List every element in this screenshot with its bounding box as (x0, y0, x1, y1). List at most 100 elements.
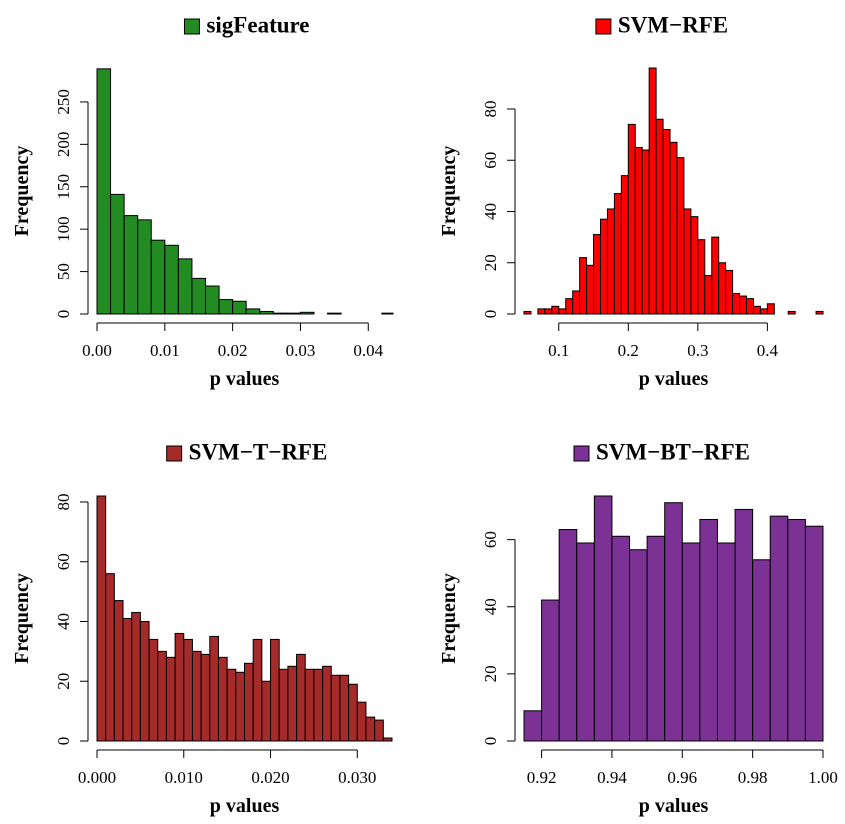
histogram-bar (165, 656, 176, 742)
y-tick-label: 60 (481, 152, 500, 169)
y-tick-label: 80 (54, 493, 73, 510)
y-tick-label: 40 (481, 598, 500, 615)
histogram-bar (732, 293, 741, 315)
y-tick-label: 50 (54, 263, 73, 280)
x-tick-label: 0.010 (165, 768, 203, 787)
histogram-bar (261, 680, 272, 742)
histogram-bar (123, 215, 139, 315)
histogram-bar (815, 310, 824, 315)
histogram-bar (150, 239, 166, 315)
histogram-bar (381, 312, 394, 315)
y-tick-label: 0 (481, 737, 500, 746)
y-tick-label: 0 (481, 310, 500, 319)
chart-title: SVM−T−RFE (166, 439, 327, 464)
x-tick-label: 0.3 (687, 341, 708, 360)
histogram-bar (787, 310, 796, 315)
histogram-bar (191, 650, 202, 742)
y-tick-label: 200 (54, 132, 73, 158)
histogram-bar (183, 638, 193, 742)
histogram-bar (286, 312, 301, 315)
histogram-bar (634, 146, 643, 315)
histogram-bar (177, 258, 193, 315)
histogram-bars (96, 68, 394, 315)
histogram-bar (613, 193, 622, 315)
histogram-bar (122, 618, 133, 742)
histogram-bar (244, 662, 254, 742)
histogram-bar (646, 535, 666, 742)
chart-title-text: SVM−BT−RFE (596, 439, 750, 464)
histogram-bar (683, 208, 692, 315)
histogram-bar (725, 269, 734, 315)
histogram-panel-1: sigFeature 0.00 0.01 0.02 0.03 0.04 0 50 100 150 2… (11, 12, 394, 390)
x-tick-label: 0.02 (218, 341, 248, 360)
histogram-bar (787, 518, 806, 742)
chart-title-text: SVM−RFE (618, 12, 728, 37)
histogram-bar (572, 290, 581, 315)
histogram-bar (96, 68, 112, 315)
histogram-bar (579, 257, 588, 315)
histogram-bar (620, 175, 629, 315)
histogram-bar (374, 719, 384, 742)
chart-title: SVM−RFE (595, 12, 728, 37)
histogram-bar (245, 308, 261, 315)
x-tick-label: 0.000 (78, 768, 116, 787)
x-axis-title: p values (210, 795, 280, 817)
y-tick-label: 150 (54, 174, 73, 200)
histogram-bar (304, 668, 315, 742)
histogram-bars (523, 67, 824, 315)
histogram-bar (523, 710, 543, 742)
histogram-bar (593, 495, 613, 742)
x-axis: 0.00 0.01 0.02 0.03 0.04 (82, 322, 384, 360)
y-axis: 0 20 40 60 80 (54, 493, 89, 745)
legend-swatch (183, 18, 200, 35)
histogram-bar (669, 141, 678, 315)
histogram-bar (541, 599, 560, 742)
histogram-bar (606, 208, 615, 315)
x-tick-label: 0.98 (738, 768, 768, 787)
histogram-bar (676, 157, 685, 315)
histogram-bar (576, 542, 595, 742)
histogram-bar (752, 305, 761, 315)
legend-swatch (595, 18, 612, 35)
x-axis-title: p values (210, 368, 280, 390)
y-axis: 0 50 100 150 200 250 (54, 89, 89, 318)
chart-title-text: sigFeature (206, 12, 309, 37)
histogram-bar (711, 236, 720, 315)
histogram-bar (322, 665, 332, 742)
histogram-bar (139, 620, 150, 742)
legend-swatch (166, 445, 183, 462)
histogram-bar (523, 310, 532, 315)
histogram-bar (205, 285, 220, 315)
histogram-bar (113, 600, 124, 742)
histogram-bar (565, 298, 574, 315)
histogram-panel-3: SVM−T−RFE 0.000 0.010 0.020 0.030 0 20 40 60 80 p … (11, 439, 393, 817)
histogram-bar (690, 216, 699, 315)
histogram-bar (544, 308, 553, 315)
histogram-bar (339, 674, 350, 742)
x-tick-label: 0.03 (286, 341, 316, 360)
histogram-panel-2: SVM−RFE 0.1 0.2 0.3 0.4 0 20 40 60 80 p values Freq… (438, 12, 824, 390)
histogram-bar (252, 638, 263, 742)
histogram-bar (270, 638, 280, 742)
histogram-bar (648, 67, 657, 315)
histogram-bar (627, 123, 636, 315)
y-tick-label: 250 (54, 89, 73, 115)
histogram-bar (739, 295, 748, 315)
x-tick-label: 1.00 (808, 768, 838, 787)
x-axis: 0.92 0.94 0.96 0.98 1.00 (527, 749, 838, 787)
histogram-bars (523, 495, 824, 742)
histogram-bar (232, 300, 247, 315)
x-tick-label: 0.2 (618, 341, 639, 360)
histogram-bar (664, 502, 683, 742)
histogram-bar (148, 638, 159, 742)
histogram-bar (217, 656, 228, 742)
histogram-bar (278, 668, 289, 742)
x-tick-label: 0.1 (548, 341, 569, 360)
histogram-bar (769, 515, 789, 742)
y-tick-label: 20 (54, 673, 73, 690)
histogram-bar (365, 716, 376, 742)
histogram-bar (200, 653, 211, 742)
histogram-bar (218, 299, 234, 315)
histogram-bar (746, 298, 754, 315)
